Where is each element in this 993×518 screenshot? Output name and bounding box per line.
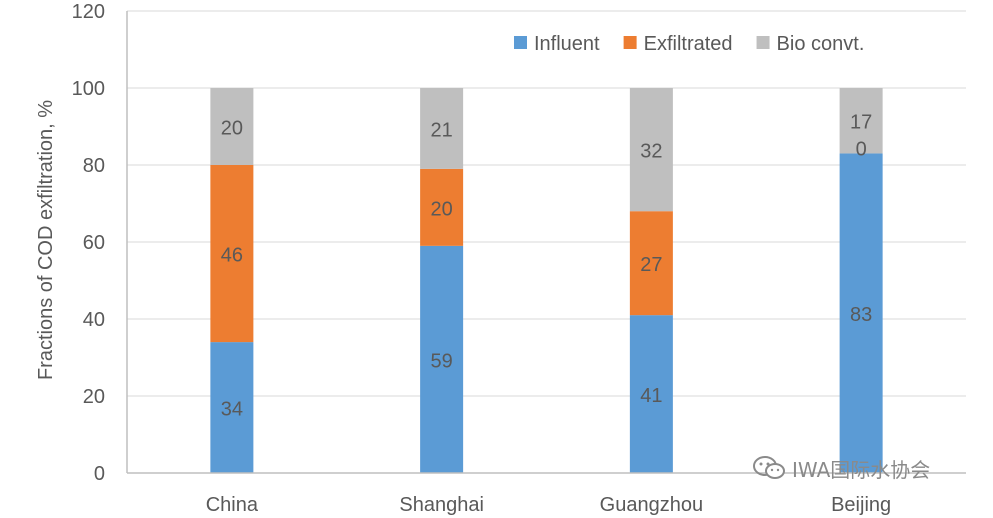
data-label: 20: [431, 198, 453, 220]
bar-exfiltrated-china: [210, 165, 254, 343]
legend-label-influent: Influent: [534, 33, 600, 55]
bar-influent-china: [210, 342, 254, 473]
y-tick-label: 40: [83, 309, 105, 331]
bar-exfiltrated-shanghai: [420, 168, 464, 246]
data-label: 34: [221, 399, 243, 421]
legend-swatch-bio-convt: [756, 36, 770, 49]
bar-bio-convt-shanghai: [420, 88, 464, 169]
bar-influent-shanghai: [420, 245, 464, 473]
y-tick-label: 100: [72, 78, 105, 100]
bar-influent-beijing: [839, 153, 883, 473]
y-tick-label: 20: [83, 386, 105, 408]
gridlines: [127, 10, 966, 397]
watermark-text: IWA国际水协会: [792, 457, 931, 482]
watermark: IWA国际水协会: [752, 452, 930, 484]
data-label: 41: [640, 385, 662, 407]
data-label: 0: [856, 138, 867, 160]
y-tick-label: 60: [83, 232, 105, 254]
data-label: 83: [850, 304, 872, 326]
legend: Influent Exfiltrated Bio convt.: [514, 33, 864, 55]
legend-swatch-exfiltrated: [623, 36, 637, 49]
x-tick-label: China: [206, 494, 259, 516]
bar-exfiltrated-guangzhou: [629, 211, 673, 316]
y-tick-label: 120: [72, 1, 105, 23]
x-tick-label: Beijing: [831, 494, 891, 516]
data-label: 20: [221, 118, 243, 140]
bar-bio-convt-beijing: [839, 88, 883, 154]
data-label: 17: [850, 112, 872, 134]
data-label: 59: [431, 350, 453, 372]
data-label: 46: [221, 245, 243, 267]
data-label: 21: [431, 119, 453, 141]
axes: 0 20 40 60 80 100 120 China Shanghai Guangzhou Bei…: [72, 1, 966, 516]
bar-bio-convt-guangzhou: [629, 88, 673, 212]
bar-influent-guangzhou: [629, 315, 673, 473]
x-tick-label: Shanghai: [399, 494, 484, 516]
bar-bio-convt-china: [210, 88, 254, 165]
data-label: 27: [640, 254, 662, 276]
y-tick-label: 80: [83, 155, 105, 177]
y-axis-title: Fractions of COD exfiltration, %: [35, 100, 57, 380]
data-labels: 34 46 20 59 20 21 41 27 32 83 0 17: [221, 112, 873, 421]
x-tick-label: Guangzhou: [600, 494, 703, 516]
legend-label-exfiltrated: Exfiltrated: [644, 33, 733, 55]
legend-swatch-influent: [514, 36, 527, 49]
data-label: 32: [640, 141, 662, 163]
y-tick-label: 0: [94, 463, 105, 485]
wechat-icon: [752, 455, 786, 481]
bars: [210, 88, 883, 473]
legend-label-bio-convt: Bio convt.: [777, 33, 865, 55]
